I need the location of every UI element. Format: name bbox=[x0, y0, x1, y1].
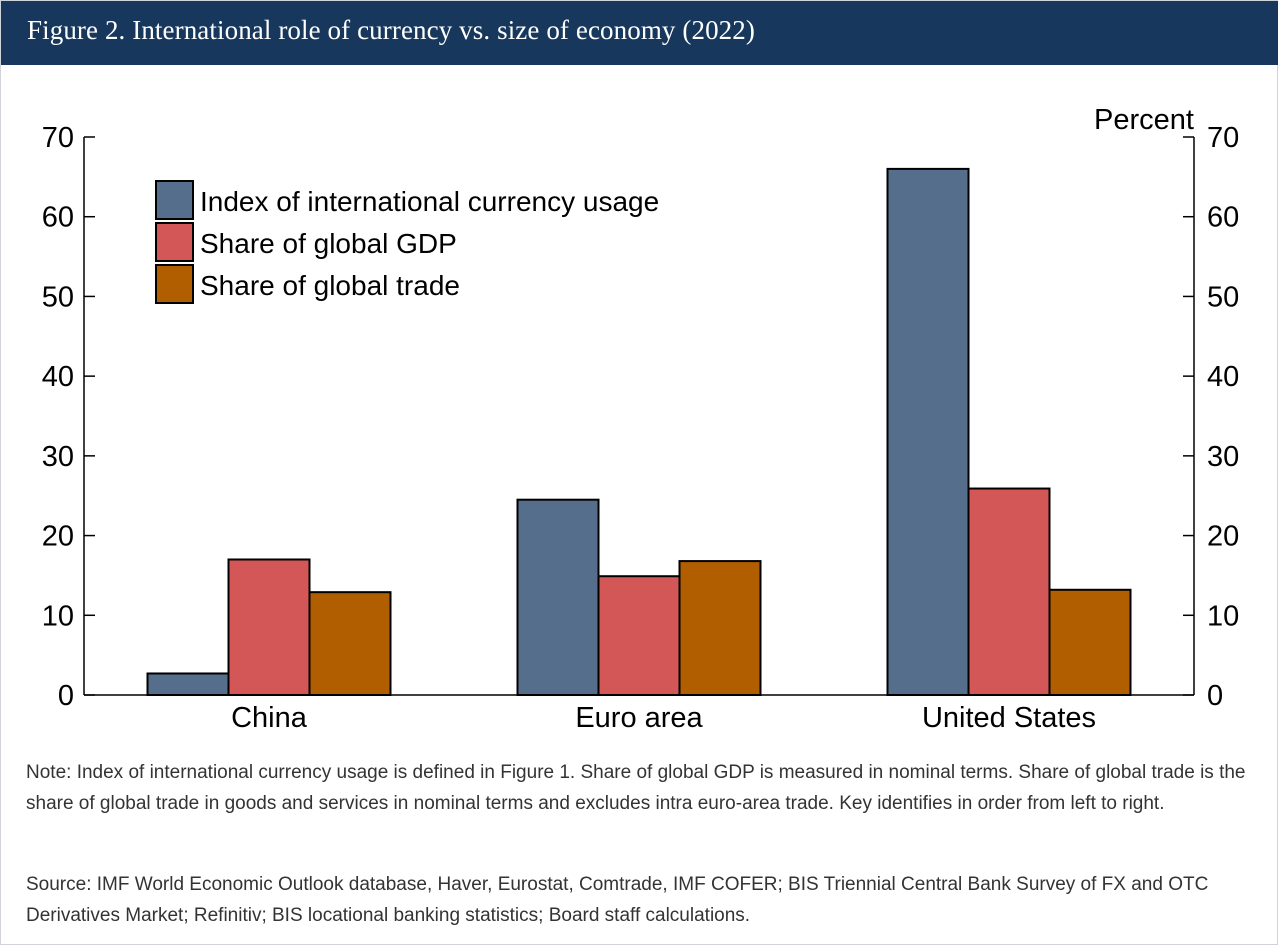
y-tick-label-right: 0 bbox=[1207, 680, 1223, 712]
bar-china-series-2 bbox=[227, 558, 311, 696]
y-tick-label-right: 50 bbox=[1207, 281, 1239, 313]
y-tick-label-left: 50 bbox=[42, 281, 74, 313]
y-tick-label-left: 0 bbox=[58, 680, 74, 712]
y-tick-label-right: 30 bbox=[1207, 441, 1239, 473]
y-tick-label-left: 60 bbox=[42, 202, 74, 234]
bar-euro-area-series-3 bbox=[678, 560, 762, 697]
bar-euro-area-series-2 bbox=[597, 575, 681, 696]
y-axis-unit-label: Percent bbox=[1094, 104, 1194, 136]
y-tick-label-right: 10 bbox=[1207, 600, 1239, 632]
y-tick-label-right: 40 bbox=[1207, 361, 1239, 393]
x-tick-label: United States bbox=[922, 702, 1096, 734]
x-tick-label: China bbox=[231, 702, 308, 734]
legend-swatch bbox=[155, 180, 194, 220]
legend-swatch bbox=[155, 222, 194, 262]
x-tick-label: Euro area bbox=[575, 702, 703, 734]
legend-label: Share of global GDP bbox=[200, 228, 457, 259]
bar-united-states-series-3 bbox=[1048, 588, 1132, 697]
y-tick-label-right: 60 bbox=[1207, 202, 1239, 234]
figure-header: Figure 2. International role of currency… bbox=[1, 1, 1278, 65]
figure-note: Note: Index of international currency us… bbox=[26, 762, 1246, 814]
bar-euro-area-series-1 bbox=[516, 498, 600, 697]
figure-source: Source: IMF World Economic Outlook datab… bbox=[26, 874, 1209, 926]
legend-label: Index of international currency usage bbox=[200, 186, 659, 217]
y-tick-label-right: 20 bbox=[1207, 521, 1239, 553]
bar-united-states-series-2 bbox=[967, 487, 1051, 697]
y-tick-label-left: 30 bbox=[42, 441, 74, 473]
bar-china-series-1 bbox=[146, 672, 230, 697]
figure-title: Figure 2. International role of currency… bbox=[27, 15, 755, 45]
y-tick-label-left: 20 bbox=[42, 521, 74, 553]
bar-chart: Index of international currency usage Sha… bbox=[42, 104, 1240, 734]
bar-united-states-series-1 bbox=[886, 167, 970, 696]
y-tick-label-left: 10 bbox=[42, 600, 74, 632]
legend-swatch bbox=[155, 264, 194, 304]
y-tick-label-left: 40 bbox=[42, 361, 74, 393]
y-tick-label-left: 70 bbox=[42, 122, 74, 154]
legend-label: Share of global trade bbox=[200, 270, 460, 301]
y-tick-label-right: 70 bbox=[1207, 122, 1239, 154]
bar-china-series-3 bbox=[308, 591, 392, 697]
